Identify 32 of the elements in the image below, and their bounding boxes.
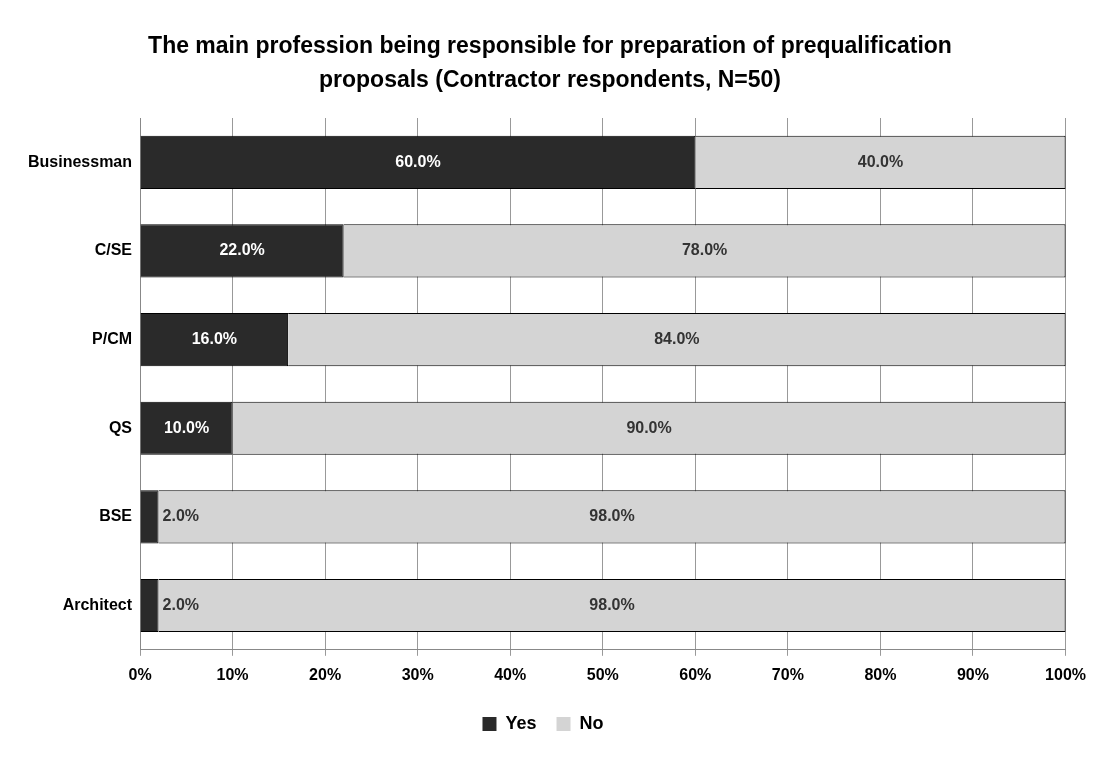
data-label: 2.0% bbox=[162, 595, 200, 613]
x-tick-label: 70% bbox=[771, 665, 804, 683]
data-label: 16.0% bbox=[191, 329, 238, 347]
x-tick-label: 40% bbox=[494, 665, 527, 683]
legend-label: Yes bbox=[505, 712, 537, 733]
data-label: 40.0% bbox=[857, 152, 904, 170]
x-tick-label: 80% bbox=[864, 665, 897, 683]
x-tick-label: 10% bbox=[216, 665, 249, 683]
chart-title: The main profession being responsible for preparation of prequalification proposals (Contractor respondents, N=50) bbox=[147, 31, 953, 94]
x-tick-label: 100% bbox=[1045, 665, 1086, 683]
data-label: 60.0% bbox=[395, 152, 441, 170]
x-tick-label: 50% bbox=[586, 665, 619, 683]
x-tick-label: 90% bbox=[956, 665, 989, 683]
x-tick-label: 60% bbox=[679, 665, 712, 683]
data-label: 78.0% bbox=[681, 241, 728, 259]
data-label: 2.0% bbox=[162, 507, 200, 525]
data-label: 84.0% bbox=[654, 329, 700, 347]
data-label: 98.0% bbox=[589, 507, 635, 525]
x-tick-label: 0% bbox=[128, 665, 152, 683]
y-tick-label: BSE bbox=[99, 507, 133, 525]
y-tick-label: P/CM bbox=[92, 329, 133, 347]
data-label: 98.0% bbox=[589, 595, 635, 613]
y-tick-label: C/SE bbox=[94, 241, 133, 259]
y-tick-label: Architect bbox=[62, 595, 133, 613]
legend-label: No bbox=[579, 712, 604, 733]
data-label: 10.0% bbox=[163, 418, 210, 436]
x-tick-label: 30% bbox=[401, 665, 434, 683]
y-tick-label: Businessman bbox=[27, 152, 133, 170]
x-tick-label: 20% bbox=[309, 665, 342, 683]
y-tick-label: QS bbox=[108, 418, 133, 436]
data-label: 90.0% bbox=[626, 418, 672, 436]
data-label: 22.0% bbox=[219, 241, 265, 259]
